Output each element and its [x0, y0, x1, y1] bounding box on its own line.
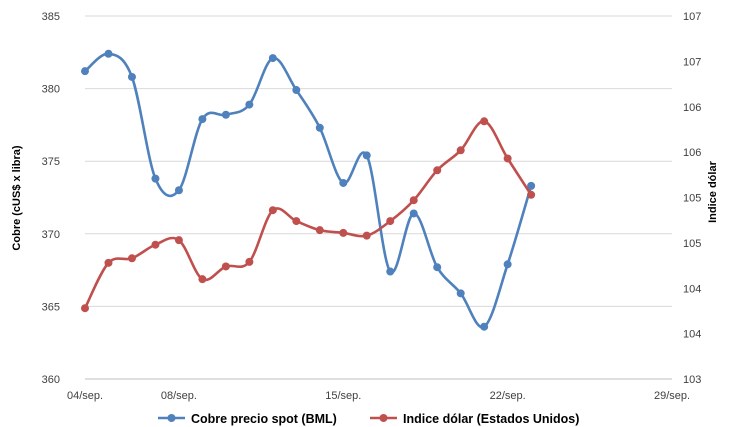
- data-point: [315, 226, 324, 235]
- y-tick-label-left: 365: [42, 301, 60, 313]
- data-point: [386, 217, 395, 226]
- y-tick-label-left: 385: [42, 11, 60, 23]
- data-point: [81, 67, 89, 76]
- data-point: [198, 275, 207, 284]
- series-indice-dolar: [81, 117, 536, 313]
- data-point: [245, 257, 254, 266]
- legend-marker: [379, 414, 388, 422]
- legend-item: Cobre precio spot (BML): [158, 412, 337, 426]
- data-point: [221, 262, 230, 271]
- y-tick-label-left: 360: [42, 374, 60, 386]
- data-point: [339, 228, 348, 237]
- data-point: [527, 181, 536, 190]
- legend-item: Indice dólar (Estados Unidos): [370, 412, 579, 426]
- y-tick-label-right: 105: [683, 238, 701, 250]
- y-tick-label-right: 104: [683, 329, 701, 341]
- y-tick-label-right: 107: [683, 56, 701, 68]
- x-tick-label: 04/sep.: [67, 390, 103, 402]
- series-line: [83, 52, 533, 329]
- series-cobre: [81, 49, 536, 331]
- data-point: [151, 240, 160, 249]
- x-tick-label: 08/sep.: [161, 390, 197, 402]
- data-point: [362, 151, 371, 160]
- data-point: [503, 154, 512, 163]
- y-tick-label-right: 106: [683, 102, 701, 114]
- y-tick-label-right: 106: [683, 147, 701, 159]
- legend: Cobre precio spot (BML) Indice dólar (Est…: [158, 412, 579, 426]
- data-point: [456, 146, 465, 155]
- data-point: [386, 267, 395, 276]
- data-point: [174, 236, 183, 245]
- legend-label: Indice dólar (Estados Unidos): [403, 412, 579, 426]
- y-axis-title-right: Indice dólar: [707, 160, 719, 222]
- data-point: [480, 117, 489, 126]
- data-point: [268, 54, 277, 63]
- data-point: [268, 206, 277, 215]
- data-point: [433, 166, 442, 175]
- y-tick-label-left: 380: [42, 84, 60, 96]
- y-tick-label-left: 375: [42, 156, 60, 168]
- data-point: [104, 49, 113, 58]
- legend-marker: [167, 414, 176, 422]
- data-point: [174, 186, 183, 195]
- data-point: [433, 263, 442, 272]
- data-point: [127, 72, 136, 81]
- data-point: [409, 209, 418, 218]
- x-tick-label: 15/sep.: [325, 390, 361, 402]
- data-point: [221, 110, 230, 119]
- data-point: [198, 115, 207, 124]
- y-tick-label-right: 105: [683, 193, 701, 205]
- data-point: [245, 100, 254, 109]
- x-tick-label: 29/sep.: [654, 390, 690, 402]
- data-point: [292, 217, 301, 226]
- y-tick-label-right: 103: [683, 374, 701, 386]
- y-axis-title-left: Cobre (cUS$ x libra): [11, 145, 23, 250]
- data-point: [315, 123, 324, 132]
- data-point: [527, 190, 536, 199]
- data-point: [292, 86, 301, 95]
- x-tick-label: 22/sep.: [490, 390, 526, 402]
- data-point: [81, 304, 89, 313]
- legend-label: Cobre precio spot (BML): [191, 412, 337, 426]
- y-tick-label-right: 107: [683, 11, 701, 23]
- data-point: [362, 231, 371, 240]
- data-point: [104, 258, 113, 267]
- data-point: [456, 289, 465, 298]
- series: [81, 49, 536, 331]
- data-point: [480, 322, 489, 331]
- data-point: [409, 196, 418, 205]
- data-point: [339, 178, 348, 187]
- data-point: [127, 254, 136, 263]
- data-point: [151, 174, 160, 183]
- y-tick-label-left: 370: [42, 229, 60, 241]
- gridlines: [85, 15, 672, 380]
- y-tick-label-right: 104: [683, 283, 701, 295]
- data-point: [503, 260, 512, 269]
- axes: 360 365 370 375 380 385 103 104 104 105 105 106 106 1…: [11, 11, 719, 402]
